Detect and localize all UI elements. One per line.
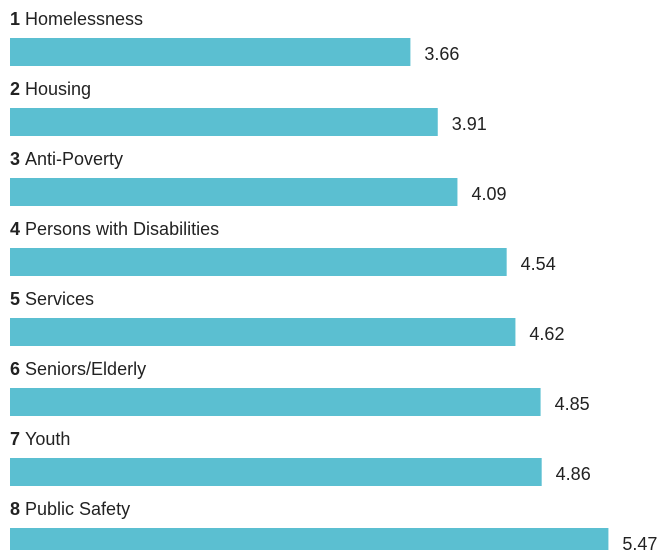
category-name: Seniors/Elderly (25, 359, 146, 379)
rank: 3 (10, 149, 20, 169)
category-label: 3 Anti-Poverty (10, 149, 123, 169)
value-label: 3.66 (424, 44, 459, 64)
category-label: 7 Youth (10, 429, 70, 449)
bar (10, 318, 516, 346)
bar (10, 528, 609, 550)
rank: 7 (10, 429, 20, 449)
bar (10, 248, 507, 276)
category-name: Services (25, 289, 94, 309)
bar (10, 108, 438, 136)
category-name: Persons with Disabilities (25, 219, 219, 239)
rank: 4 (10, 219, 20, 239)
bar (10, 388, 541, 416)
rank: 2 (10, 79, 20, 99)
category-label: 1 Homelessness (10, 9, 143, 29)
bar (10, 178, 458, 206)
bar (10, 38, 411, 66)
category-name: Housing (25, 79, 91, 99)
category-name: Homelessness (25, 9, 143, 29)
rank: 8 (10, 499, 20, 519)
category-label: 5 Services (10, 289, 94, 309)
category-name: Youth (25, 429, 70, 449)
value-label: 4.09 (471, 184, 506, 204)
value-label: 4.86 (556, 464, 591, 484)
bar (10, 458, 542, 486)
value-label: 4.62 (529, 324, 564, 344)
value-label: 4.54 (521, 254, 556, 274)
category-name: Public Safety (25, 499, 130, 519)
value-label: 3.91 (452, 114, 487, 134)
category-label: 6 Seniors/Elderly (10, 359, 146, 379)
rank: 1 (10, 9, 20, 29)
rank: 6 (10, 359, 20, 379)
value-label: 5.47 (622, 534, 657, 550)
value-label: 4.85 (555, 394, 590, 414)
category-label: 8 Public Safety (10, 499, 130, 519)
category-name: Anti-Poverty (25, 149, 123, 169)
category-label: 4 Persons with Disabilities (10, 219, 219, 239)
rank: 5 (10, 289, 20, 309)
category-label: 2 Housing (10, 79, 91, 99)
